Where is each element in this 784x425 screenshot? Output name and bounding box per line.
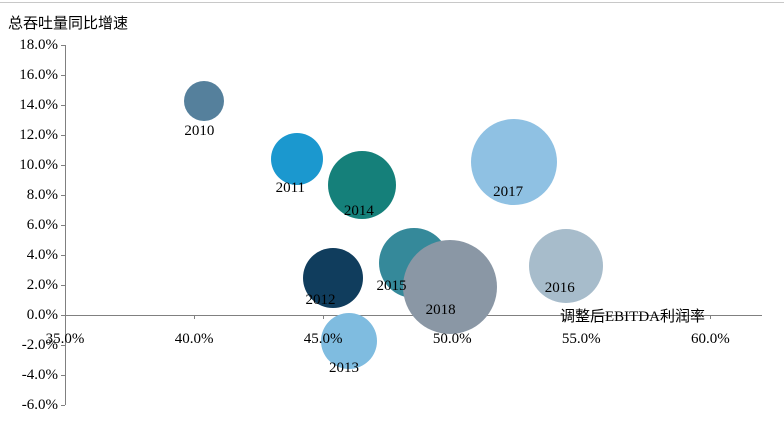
y-tick-mark: [61, 345, 65, 346]
y-tick-label: -2.0%: [21, 337, 58, 353]
x-tick-mark: [323, 315, 325, 319]
bubble-2018: [402, 239, 497, 334]
y-tick-mark: [61, 315, 65, 316]
bubble-label-2010: 2010: [184, 122, 215, 139]
y-axis-title: 总吞吐量同比增速: [8, 16, 129, 32]
x-tick-mark: [710, 315, 712, 319]
x-tick-mark: [65, 315, 66, 319]
bubble-label-2013: 2013: [328, 359, 359, 376]
y-tick-mark: [61, 135, 65, 136]
bubble-2014: [327, 150, 396, 219]
y-tick-mark: [61, 225, 65, 226]
top-border-line: [0, 2, 784, 3]
bubble-2011: [271, 133, 324, 185]
x-tick-label: 55.0%: [561, 331, 601, 347]
x-tick-mark: [581, 315, 583, 319]
bubble-label-2012: 2012: [305, 291, 336, 308]
x-tick-label: 40.0%: [174, 331, 214, 347]
y-tick-mark: [61, 75, 65, 76]
y-tick-label: 18.0%: [19, 37, 58, 53]
y-tick-label: 14.0%: [19, 97, 58, 113]
bubble-label-2017: 2017: [493, 184, 524, 200]
y-tick-label: -6.0%: [21, 397, 58, 413]
y-tick-mark: [61, 285, 65, 286]
y-tick-mark: [61, 165, 65, 166]
x-tick-label: 35.0%: [45, 331, 85, 347]
y-tick-label: 12.0%: [19, 127, 58, 143]
bubble-2013: [320, 312, 377, 369]
y-tick-mark: [61, 375, 65, 376]
bubble-label-2014: 2014: [343, 202, 374, 219]
bubble-label-2011: 2011: [275, 180, 306, 196]
bubble-2012: [303, 247, 364, 308]
y-axis-line: [65, 45, 66, 405]
y-tick-label: 4.0%: [26, 247, 58, 263]
x-tick-mark: [194, 315, 196, 319]
y-tick-mark: [61, 195, 65, 196]
y-tick-label: 2.0%: [26, 277, 58, 293]
y-tick-mark: [61, 105, 65, 106]
y-tick-mark: [61, 405, 65, 406]
y-tick-label: -4.0%: [21, 367, 58, 383]
x-axis-title: 调整后EBITDA利润率: [560, 309, 705, 325]
y-tick-label: 10.0%: [19, 157, 58, 173]
bubble-2010: [184, 80, 225, 121]
y-tick-label: 16.0%: [19, 67, 58, 83]
x-tick-label: 50.0%: [432, 331, 472, 347]
y-tick-mark: [61, 255, 65, 256]
bubble-2016: [528, 228, 603, 303]
y-tick-label: 8.0%: [26, 187, 58, 203]
bubble-label-2018: 2018: [425, 301, 456, 318]
bubble-2017: [471, 119, 558, 205]
y-tick-mark: [61, 45, 65, 46]
bubble-label-2015: 2015: [376, 277, 407, 294]
y-tick-label: 0.0%: [26, 307, 58, 323]
x-tick-label: 45.0%: [303, 331, 343, 347]
x-tick-label: 60.0%: [690, 331, 730, 347]
y-tick-label: 6.0%: [26, 217, 58, 233]
bubble-label-2016: 2016: [544, 279, 575, 296]
